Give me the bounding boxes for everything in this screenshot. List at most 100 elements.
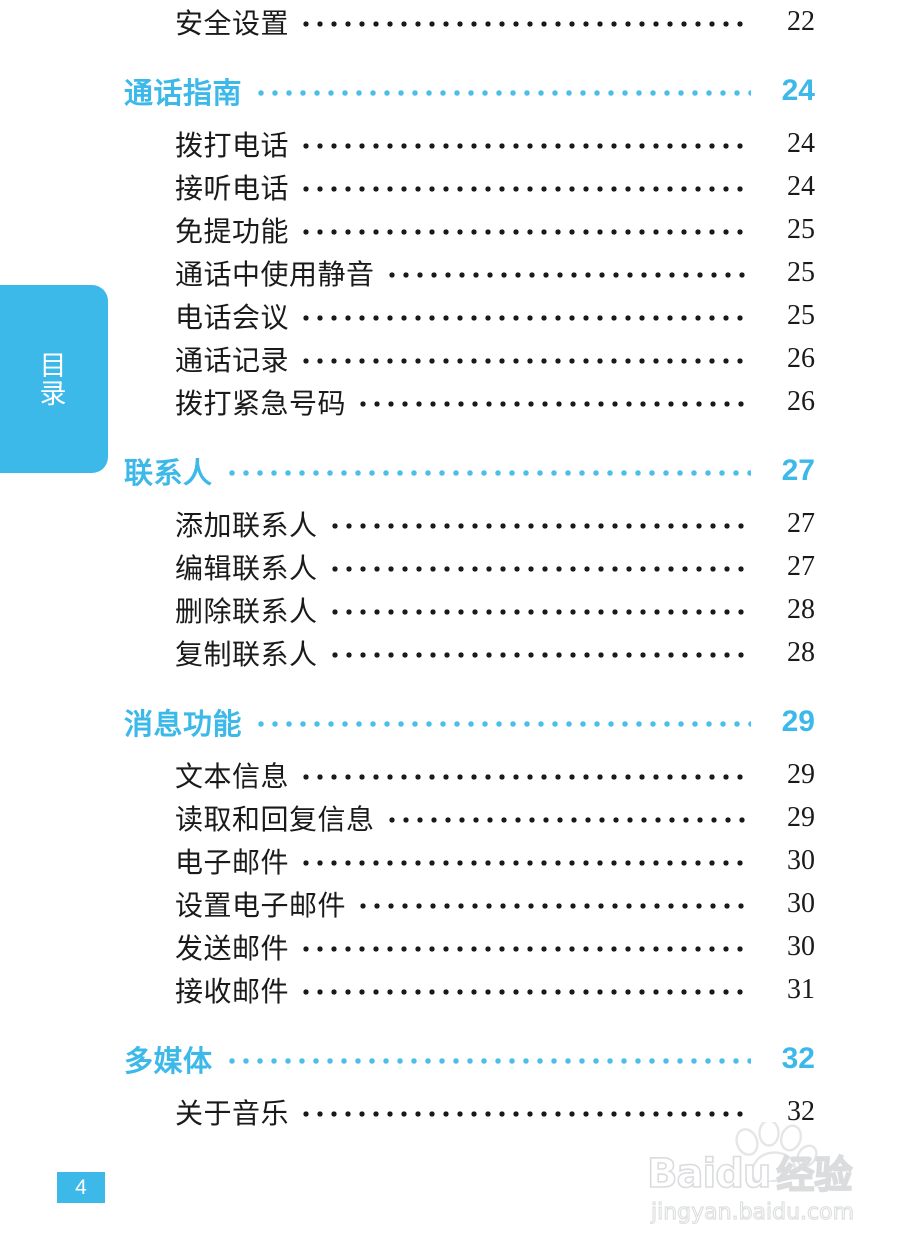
toc-page-number: 28	[787, 636, 815, 668]
section-gap	[0, 674, 907, 691]
toc-entry-title: 通话记录	[175, 345, 290, 377]
dot-leader	[228, 470, 751, 476]
toc-page-number: 27	[787, 507, 815, 539]
toc-entry-row[interactable]: 复制联系人 28	[0, 631, 907, 674]
toc-page-number: 26	[787, 385, 815, 417]
dot-leader	[303, 988, 751, 995]
toc-section-title: 消息功能	[124, 709, 243, 741]
dot-leader	[303, 228, 751, 235]
toc-entry-row[interactable]: 删除联系人 28	[0, 588, 907, 631]
toc-page-number: 32	[781, 1042, 815, 1075]
toc-entry-title: 通话中使用静音	[175, 259, 375, 291]
toc-entry-title: 电话会议	[175, 302, 290, 334]
toc-page-number: 30	[787, 930, 815, 962]
page-number-label: 4	[75, 1175, 87, 1199]
toc-entry-row[interactable]: 添加联系人 27	[0, 502, 907, 545]
toc-entry-row[interactable]: 发送邮件 30	[0, 925, 907, 968]
toc-section-title: 联系人	[124, 458, 213, 490]
toc-section-title: 通话指南	[124, 78, 243, 110]
toc-page-number: 22	[787, 5, 815, 37]
watermark-text: Baidu 经验	[646, 1151, 854, 1197]
toc-entry-row[interactable]: 电子邮件 30	[0, 839, 907, 882]
toc-page-number: 25	[787, 299, 815, 331]
toc-page-number: 31	[787, 973, 815, 1005]
toc-entry-row[interactable]: 关于音乐 32	[0, 1090, 907, 1133]
dot-leader	[303, 20, 751, 27]
dot-leader	[360, 400, 751, 407]
toc-entry-title: 免提功能	[175, 216, 290, 248]
section-gap	[0, 1011, 907, 1028]
toc-entry-row[interactable]: 通话中使用静音 25	[0, 251, 907, 294]
dot-leader	[258, 90, 751, 96]
dot-leader	[303, 945, 751, 952]
table-of-contents: 安全设置 22 通话指南 24 拨打电话 24 接听电话 24 免提功能 25 通话中使用静音 25 电…	[0, 0, 907, 1133]
toc-entry-row[interactable]: 接收邮件 31	[0, 968, 907, 1011]
page-number-badge: 4	[57, 1172, 105, 1203]
dot-leader	[331, 651, 751, 658]
dot-leader	[331, 522, 751, 529]
toc-page-number: 24	[787, 170, 815, 202]
watermark-url: jingyan.baidu.com	[650, 1199, 855, 1225]
toc-section-title: 多媒体	[124, 1046, 213, 1078]
toc-page-number: 24	[787, 127, 815, 159]
side-tab-contents: 目录	[0, 285, 108, 473]
toc-entry-title: 读取和回复信息	[175, 804, 375, 836]
dot-leader	[303, 185, 751, 192]
toc-entry-title: 添加联系人	[175, 510, 318, 542]
toc-entry-title: 复制联系人	[175, 639, 318, 671]
watermark-brand: Baidu	[646, 1151, 772, 1197]
toc-page-number: 28	[787, 593, 815, 625]
toc-page-number: 27	[787, 550, 815, 582]
toc-entry-row[interactable]: 电话会议 25	[0, 294, 907, 337]
toc-entry-row[interactable]: 设置电子邮件 30	[0, 882, 907, 925]
toc-section-row[interactable]: 联系人 27	[0, 440, 907, 502]
toc-page-number: 32	[787, 1095, 815, 1127]
toc-page-number: 24	[781, 74, 815, 107]
toc-entry-row[interactable]: 拨打紧急号码 26	[0, 380, 907, 423]
toc-section-row[interactable]: 多媒体 32	[0, 1028, 907, 1090]
toc-entry-row[interactable]: 文本信息 29	[0, 753, 907, 796]
watermark-brand-cn: 经验	[776, 1153, 854, 1197]
dot-leader	[258, 721, 751, 727]
watermark: Baidu 经验 jingyan.baidu.com	[641, 1122, 907, 1227]
dot-leader	[303, 1110, 751, 1117]
toc-entry-row[interactable]: 免提功能 25	[0, 208, 907, 251]
dot-leader	[331, 608, 751, 615]
toc-entry-title: 电子邮件	[175, 847, 290, 879]
toc-entry-title: 文本信息	[175, 761, 290, 793]
dot-leader	[303, 357, 751, 364]
toc-entry-title: 设置电子邮件	[175, 890, 347, 922]
section-gap	[0, 423, 907, 440]
dot-leader	[303, 314, 751, 321]
toc-section-row[interactable]: 消息功能 29	[0, 691, 907, 753]
toc-entry-row[interactable]: 通话记录 26	[0, 337, 907, 380]
dot-leader	[360, 902, 751, 909]
toc-page-number: 26	[787, 342, 815, 374]
toc-entry-row[interactable]: 接听电话 24	[0, 165, 907, 208]
section-gap	[0, 43, 907, 60]
dot-leader	[388, 271, 751, 278]
toc-page-number: 29	[787, 801, 815, 833]
toc-page-number: 25	[787, 256, 815, 288]
side-tab-label: 目录	[35, 351, 66, 407]
toc-entry-title: 拨打紧急号码	[175, 388, 347, 420]
toc-section-row[interactable]: 通话指南 24	[0, 60, 907, 122]
toc-entry-title: 删除联系人	[175, 596, 318, 628]
toc-page-number: 29	[787, 758, 815, 790]
toc-entry-title: 关于音乐	[175, 1098, 290, 1130]
toc-entry-row[interactable]: 安全设置 22	[0, 0, 907, 43]
toc-page-number: 25	[787, 213, 815, 245]
toc-page-number: 29	[781, 705, 815, 738]
toc-entry-title: 发送邮件	[175, 933, 290, 965]
toc-entry-title: 接收邮件	[175, 976, 290, 1008]
dot-leader	[388, 816, 751, 823]
toc-entry-row[interactable]: 编辑联系人 27	[0, 545, 907, 588]
toc-entry-row[interactable]: 读取和回复信息 29	[0, 796, 907, 839]
toc-page-number: 27	[781, 454, 815, 487]
dot-leader	[303, 859, 751, 866]
toc-entry-title: 拨打电话	[175, 130, 290, 162]
toc-entry-row[interactable]: 拨打电话 24	[0, 122, 907, 165]
dot-leader	[303, 142, 751, 149]
dot-leader	[303, 773, 751, 780]
